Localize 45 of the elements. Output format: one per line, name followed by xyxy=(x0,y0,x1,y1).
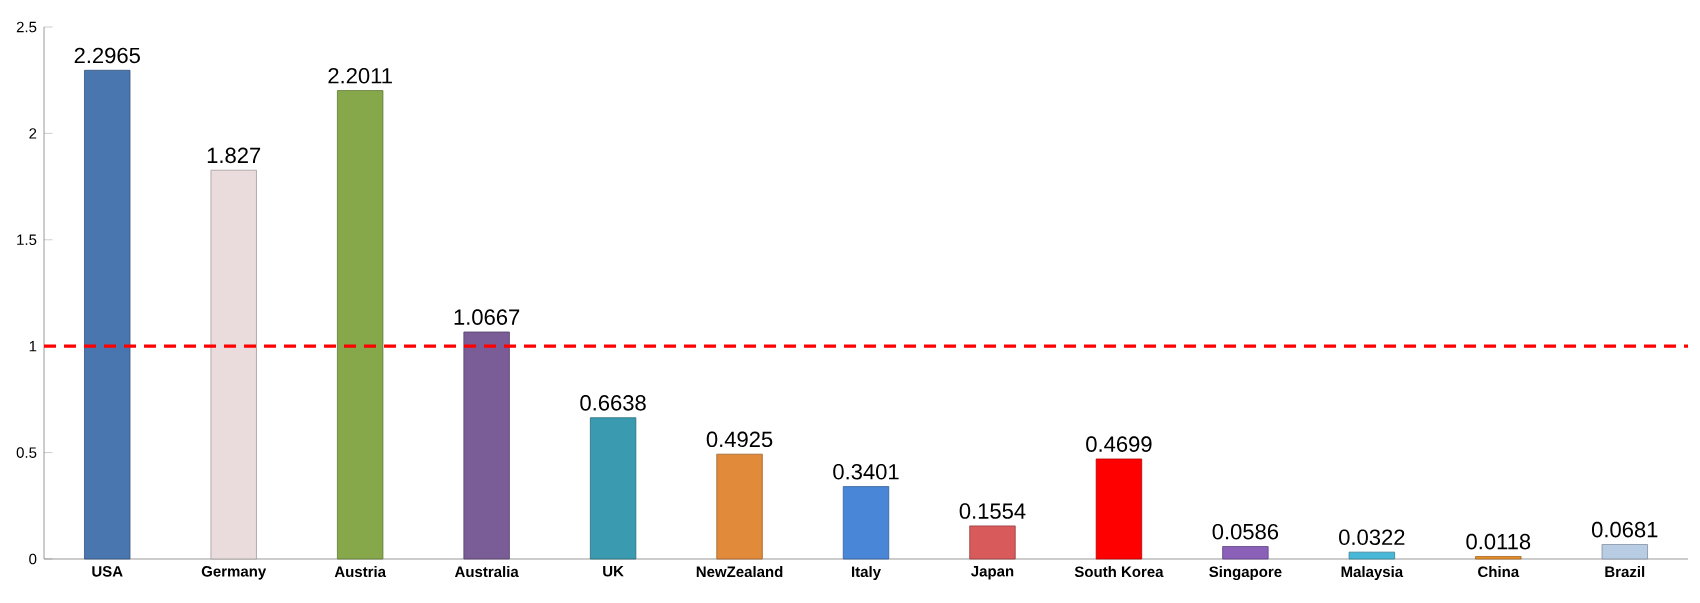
bar xyxy=(969,525,1016,560)
data-label: 1.827 xyxy=(207,147,261,164)
x-tick-label: Germany xyxy=(201,566,267,580)
x-tick-label: Brazil xyxy=(1605,566,1645,578)
y-tick-label: 2.5 xyxy=(16,21,37,33)
bar xyxy=(84,69,131,560)
y-tick-label: 1.5 xyxy=(17,234,37,246)
data-label: 0.1554 xyxy=(959,503,1026,519)
data-label: 2.2011 xyxy=(328,67,392,84)
x-tick-label: South Korea xyxy=(1074,566,1164,578)
y-tick-label: 2 xyxy=(29,128,37,139)
bar xyxy=(842,486,890,560)
x-tick-label: USA xyxy=(92,566,123,577)
x-tick-label: Malaysia xyxy=(1341,566,1404,581)
x-tick-label: China xyxy=(1478,566,1520,578)
data-label: 0.0681 xyxy=(1591,521,1658,538)
x-tick-label: Japan xyxy=(971,566,1014,580)
bar xyxy=(337,90,384,560)
data-label: 0.4925 xyxy=(706,431,773,448)
data-label: 0.3401 xyxy=(833,463,899,480)
data-label: 0.0118 xyxy=(1466,533,1531,550)
bar xyxy=(1475,556,1522,560)
x-tick-label: Italy xyxy=(852,566,881,581)
data-label: 0.4699 xyxy=(1086,436,1152,452)
y-tick-label: 0 xyxy=(29,553,37,565)
bar xyxy=(1222,546,1269,560)
bar xyxy=(463,331,510,560)
y-tick-label: 0.5 xyxy=(16,447,37,458)
data-label: 0.6638 xyxy=(580,395,646,411)
x-tick-label: NewZealand xyxy=(696,566,783,578)
bar xyxy=(716,453,763,560)
y-tick-label: 1 xyxy=(29,341,37,352)
x-tick-label: UK xyxy=(603,566,624,577)
bar xyxy=(589,417,637,560)
x-tick-label: Australia xyxy=(454,566,519,578)
data-label: 1.0667 xyxy=(454,309,520,325)
bar xyxy=(210,169,257,560)
data-label: 0.0586 xyxy=(1212,523,1279,540)
bar xyxy=(1095,458,1143,560)
data-label: 2.2965 xyxy=(74,47,140,64)
bar xyxy=(1601,544,1648,560)
x-tick-label: Austria xyxy=(334,566,387,578)
bar xyxy=(1348,551,1396,560)
x-tick-label: Singapore xyxy=(1209,566,1282,581)
data-label: 0.0322 xyxy=(1339,529,1405,546)
